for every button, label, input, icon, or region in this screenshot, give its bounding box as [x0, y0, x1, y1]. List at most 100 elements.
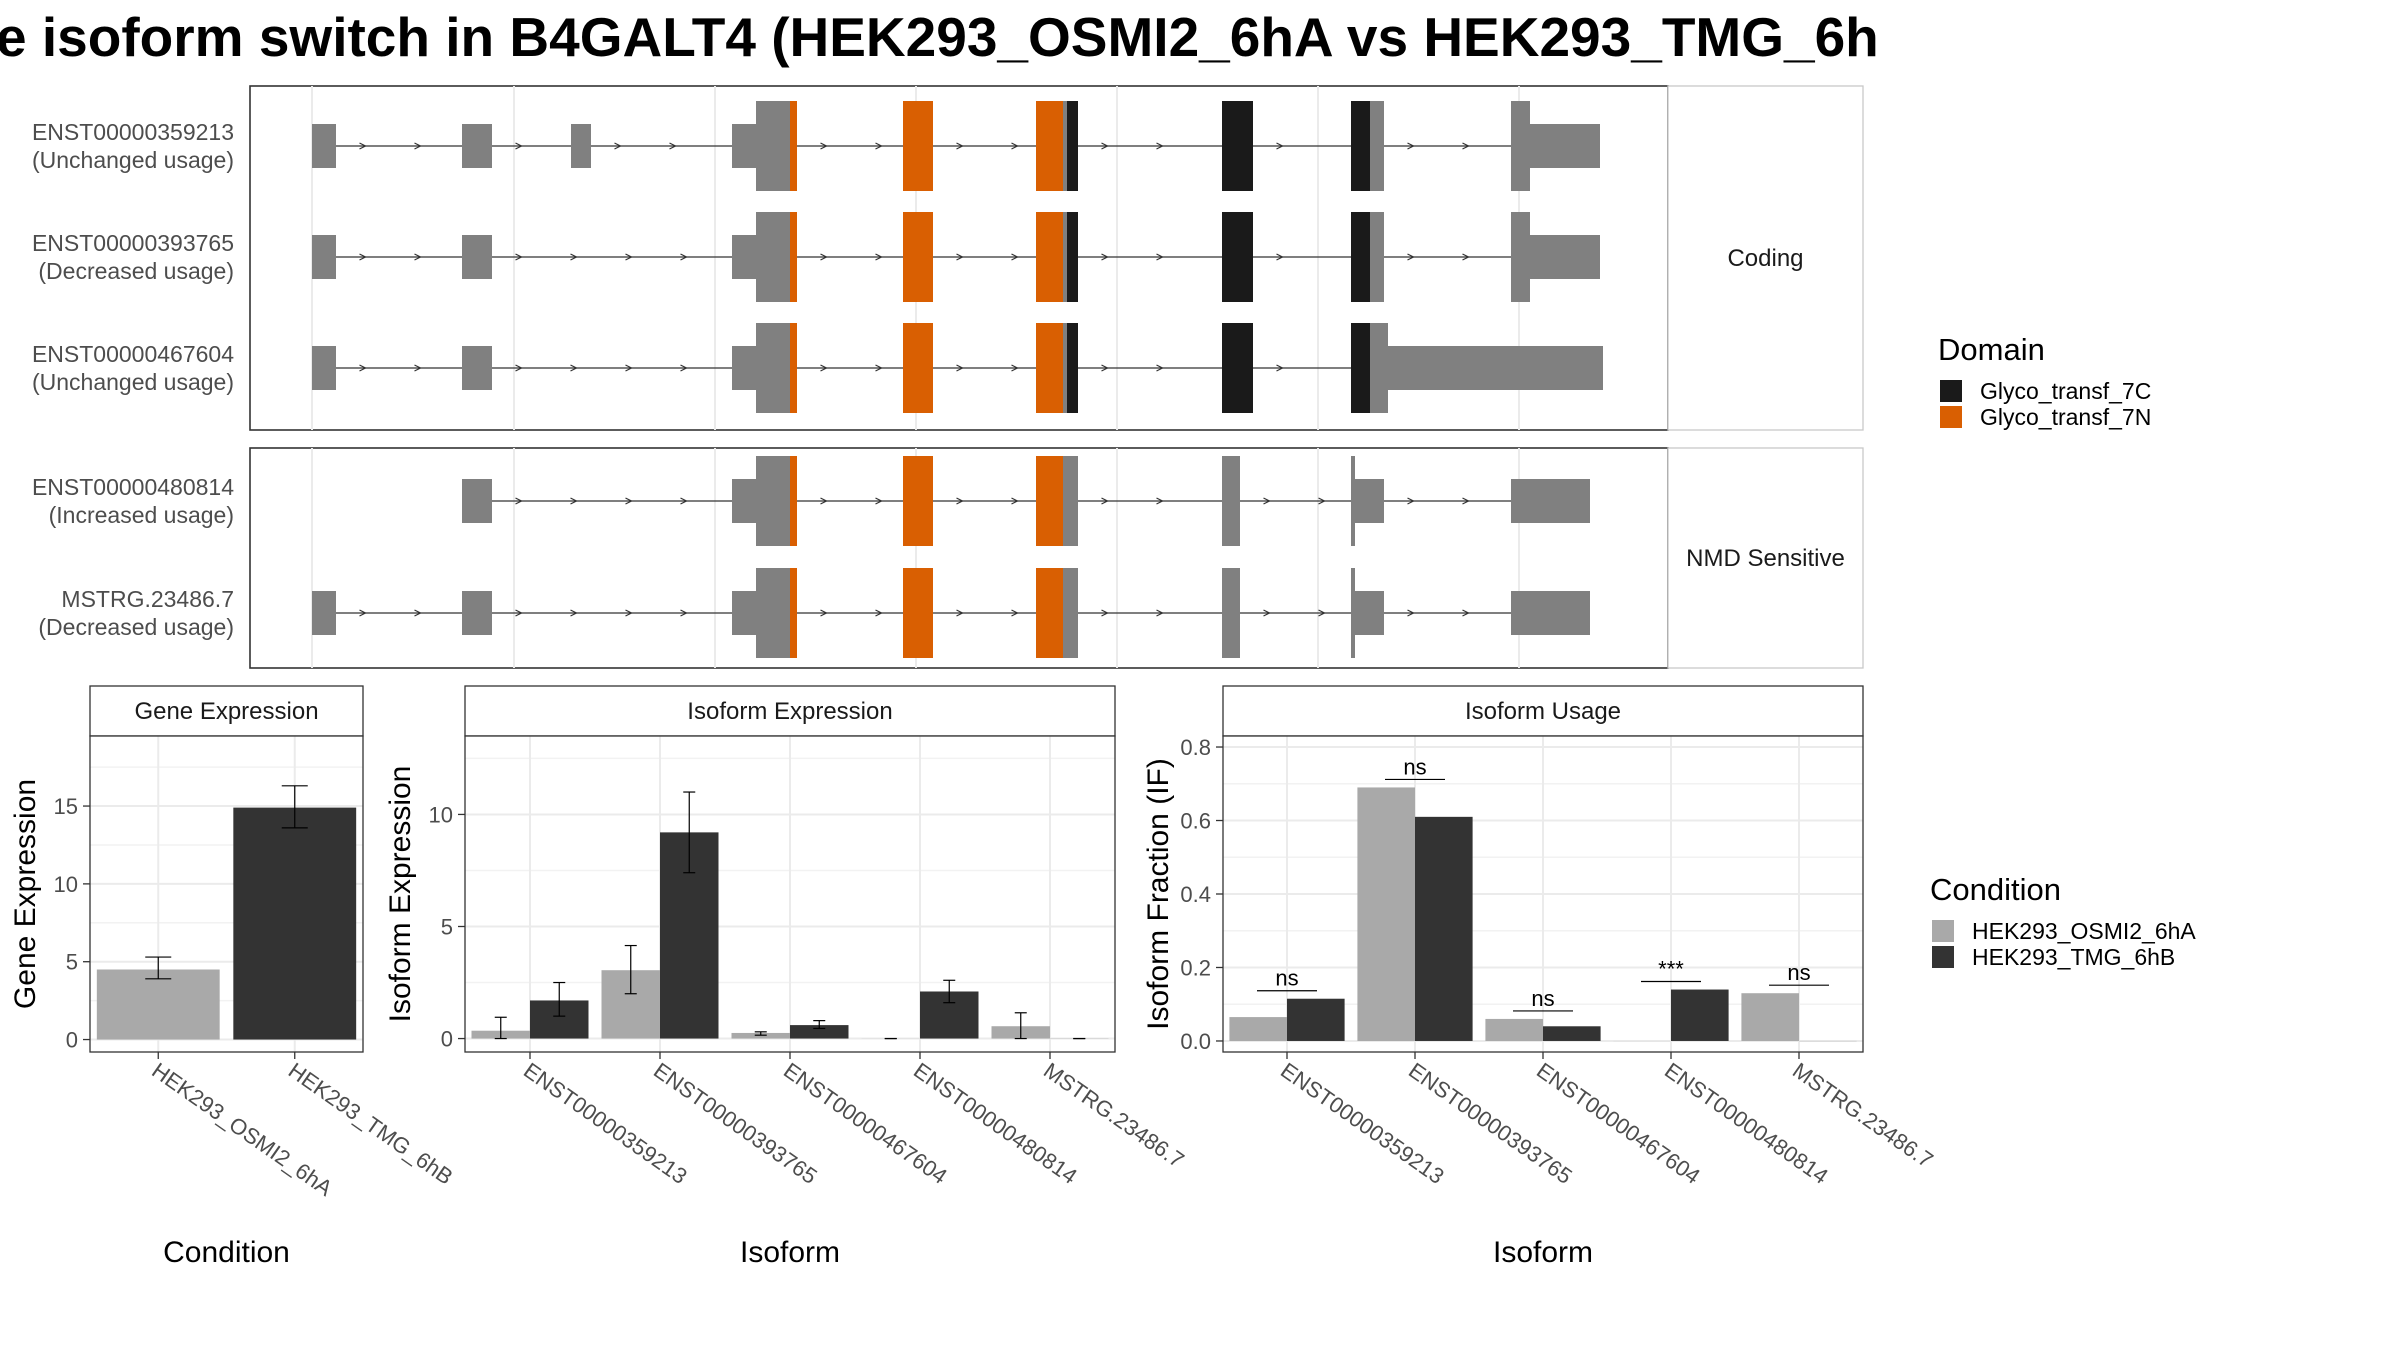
bar [1741, 993, 1799, 1041]
exon [1222, 101, 1253, 191]
chart-strip [89, 685, 364, 737]
exon [462, 479, 492, 523]
intron-arrow [570, 364, 578, 372]
exon [312, 346, 336, 390]
intron-arrow [515, 253, 523, 261]
exon [1370, 101, 1384, 191]
intron-arrow [680, 497, 688, 505]
isoform-label: MSTRG.23486.7 [61, 586, 234, 612]
domain-legend-key [1940, 406, 1962, 428]
significance-label: ns [1787, 960, 1810, 985]
intron-arrow [359, 364, 367, 372]
intron-arrow [414, 609, 422, 617]
y-tick-label: 10 [429, 802, 453, 827]
bar [1485, 1018, 1543, 1041]
exon [903, 101, 933, 191]
intron-arrow [1407, 142, 1415, 150]
isoform-expression-chart: Isoform Expression0510ENST00000359213ENS… [384, 685, 1189, 1269]
significance-label: ns [1275, 966, 1298, 991]
intron-arrow [515, 364, 523, 372]
intron-arrow [820, 609, 828, 617]
intron-arrow [1101, 497, 1109, 505]
isoform-label: ENST00000359213 [32, 119, 234, 145]
intron-arrow [1318, 609, 1326, 617]
bar [1229, 1017, 1287, 1041]
y-axis-title: Isoform Fraction (IF) [1142, 758, 1175, 1030]
intron-arrow [359, 609, 367, 617]
exon [462, 346, 492, 390]
exon [1063, 323, 1067, 413]
intron-arrow [1011, 609, 1019, 617]
intron-arrow [956, 609, 964, 617]
exon [571, 124, 591, 168]
intron-arrow [820, 142, 828, 150]
chart-strip-label: Isoform Expression [687, 698, 892, 725]
condition-legend-label: HEK293_OSMI2_6hA [1972, 918, 2196, 944]
intron-arrow [625, 364, 633, 372]
intron-arrow [414, 253, 422, 261]
exon [1067, 323, 1078, 413]
intron-arrow [820, 364, 828, 372]
exon [732, 124, 756, 168]
intron-arrow [1156, 364, 1164, 372]
exon [1222, 212, 1253, 302]
intron-arrow [614, 142, 622, 150]
intron-arrow [515, 497, 523, 505]
intron-arrow [1101, 609, 1109, 617]
exon [790, 101, 797, 191]
intron-arrow [820, 497, 828, 505]
bar [96, 969, 220, 1040]
exon [756, 456, 790, 546]
intron-arrow [1462, 497, 1470, 505]
intron-arrow [875, 609, 883, 617]
intron-arrow [1276, 364, 1284, 372]
intron-arrow [875, 364, 883, 372]
intron-arrow [680, 609, 688, 617]
intron-arrow [570, 253, 578, 261]
intron-arrow [956, 364, 964, 372]
exon [1511, 591, 1590, 635]
intron-arrow [1156, 253, 1164, 261]
significance-label: *** [1658, 957, 1684, 982]
intron-arrow [1263, 609, 1271, 617]
intron-arrow [625, 609, 633, 617]
intron-arrow [669, 142, 677, 150]
exon [462, 235, 492, 279]
condition-legend-title: Condition [1930, 872, 2061, 907]
y-tick-label: 0.4 [1180, 882, 1211, 907]
significance-label: ns [1531, 986, 1554, 1011]
exon [1222, 568, 1240, 658]
exon [1222, 323, 1253, 413]
exon [732, 346, 756, 390]
exon [756, 101, 790, 191]
intron-arrow [1462, 609, 1470, 617]
intron-arrow [570, 497, 578, 505]
y-tick-label: 10 [54, 872, 78, 897]
intron-arrow [1156, 497, 1164, 505]
exon [732, 479, 756, 523]
facet-strip [1667, 447, 1864, 669]
intron-arrow [359, 253, 367, 261]
intron-arrow [515, 609, 523, 617]
intron-arrow [820, 253, 828, 261]
isoform-label: ENST00000393765 [32, 230, 234, 256]
exon [1036, 212, 1063, 302]
exon [462, 591, 492, 635]
exon [1067, 101, 1078, 191]
significance-label: ns [1403, 754, 1426, 779]
x-axis-title: Isoform [740, 1236, 840, 1269]
isoform-usage-label: (Unchanged usage) [32, 369, 234, 395]
intron-arrow [1156, 142, 1164, 150]
exon [732, 591, 756, 635]
bar [790, 1025, 849, 1039]
y-tick-label: 5 [66, 950, 78, 975]
bar [1357, 787, 1415, 1041]
plot-frame [89, 735, 364, 1053]
exon [1351, 212, 1370, 302]
exon [790, 568, 797, 658]
intron-arrow [1011, 497, 1019, 505]
intron-arrow [1101, 253, 1109, 261]
intron-arrow [1011, 142, 1019, 150]
